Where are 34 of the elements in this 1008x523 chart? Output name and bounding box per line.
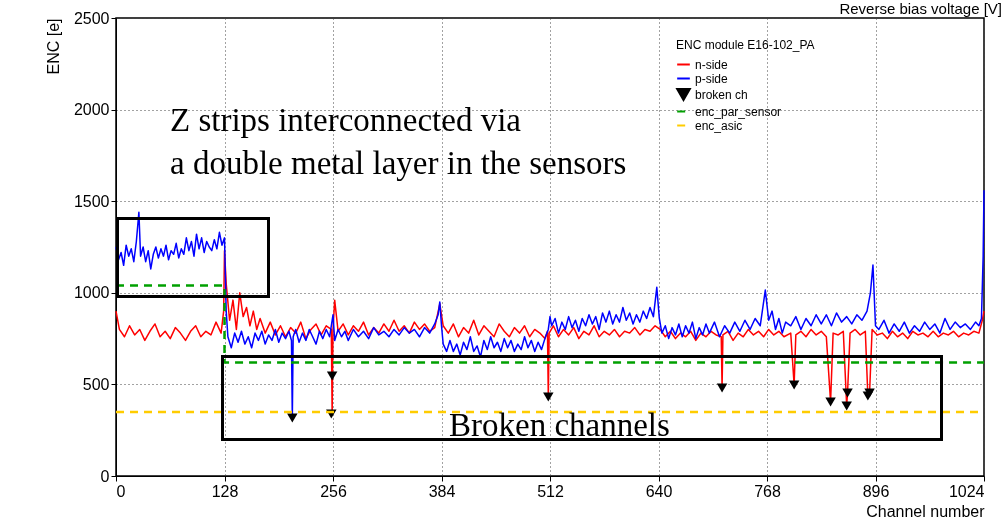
legend-label: n-side	[695, 57, 729, 72]
point	[842, 388, 853, 398]
x-tick-label: 1024	[948, 482, 985, 500]
x-tick-label: 512	[537, 482, 564, 500]
y-tick-label: 2500	[73, 9, 110, 27]
legend-label: enc_asic	[695, 118, 743, 133]
point	[543, 392, 554, 402]
x-tick-label: 0	[116, 482, 126, 500]
x-tick-label: 768	[754, 482, 781, 500]
x-tick-label: 896	[862, 482, 890, 500]
x-tick-label: 384	[428, 482, 456, 500]
legend-label: broken ch	[695, 87, 748, 102]
annotation: Broken channels	[449, 406, 670, 445]
x-tick-label: 640	[645, 482, 673, 500]
y-tick-label: 0	[100, 467, 110, 485]
point	[788, 380, 800, 390]
point	[287, 413, 298, 423]
legend-title: ENC module E16-102_PA	[676, 38, 815, 52]
legend-label: p-side	[695, 71, 729, 86]
x-axis-title: Channel number	[866, 502, 986, 520]
y-tick-label: 1000	[73, 284, 110, 302]
y-tick-label: 1500	[73, 192, 110, 210]
point	[841, 401, 852, 411]
point	[326, 371, 338, 381]
x-tick-label: 128	[211, 482, 239, 500]
point	[716, 383, 728, 393]
y-tick-label: 500	[82, 375, 110, 393]
legend-label: enc_par_sensor	[695, 104, 782, 119]
text: Reverse bias voltage [V]	[839, 0, 1002, 17]
x-tick-label: 256	[320, 482, 347, 500]
point	[825, 397, 836, 407]
annotation: Z strips interconnected via a double metal layer in the sensors	[170, 101, 627, 183]
y-axis-title: ENC [e]	[44, 18, 62, 75]
y-tick-label: 2000	[73, 101, 110, 119]
